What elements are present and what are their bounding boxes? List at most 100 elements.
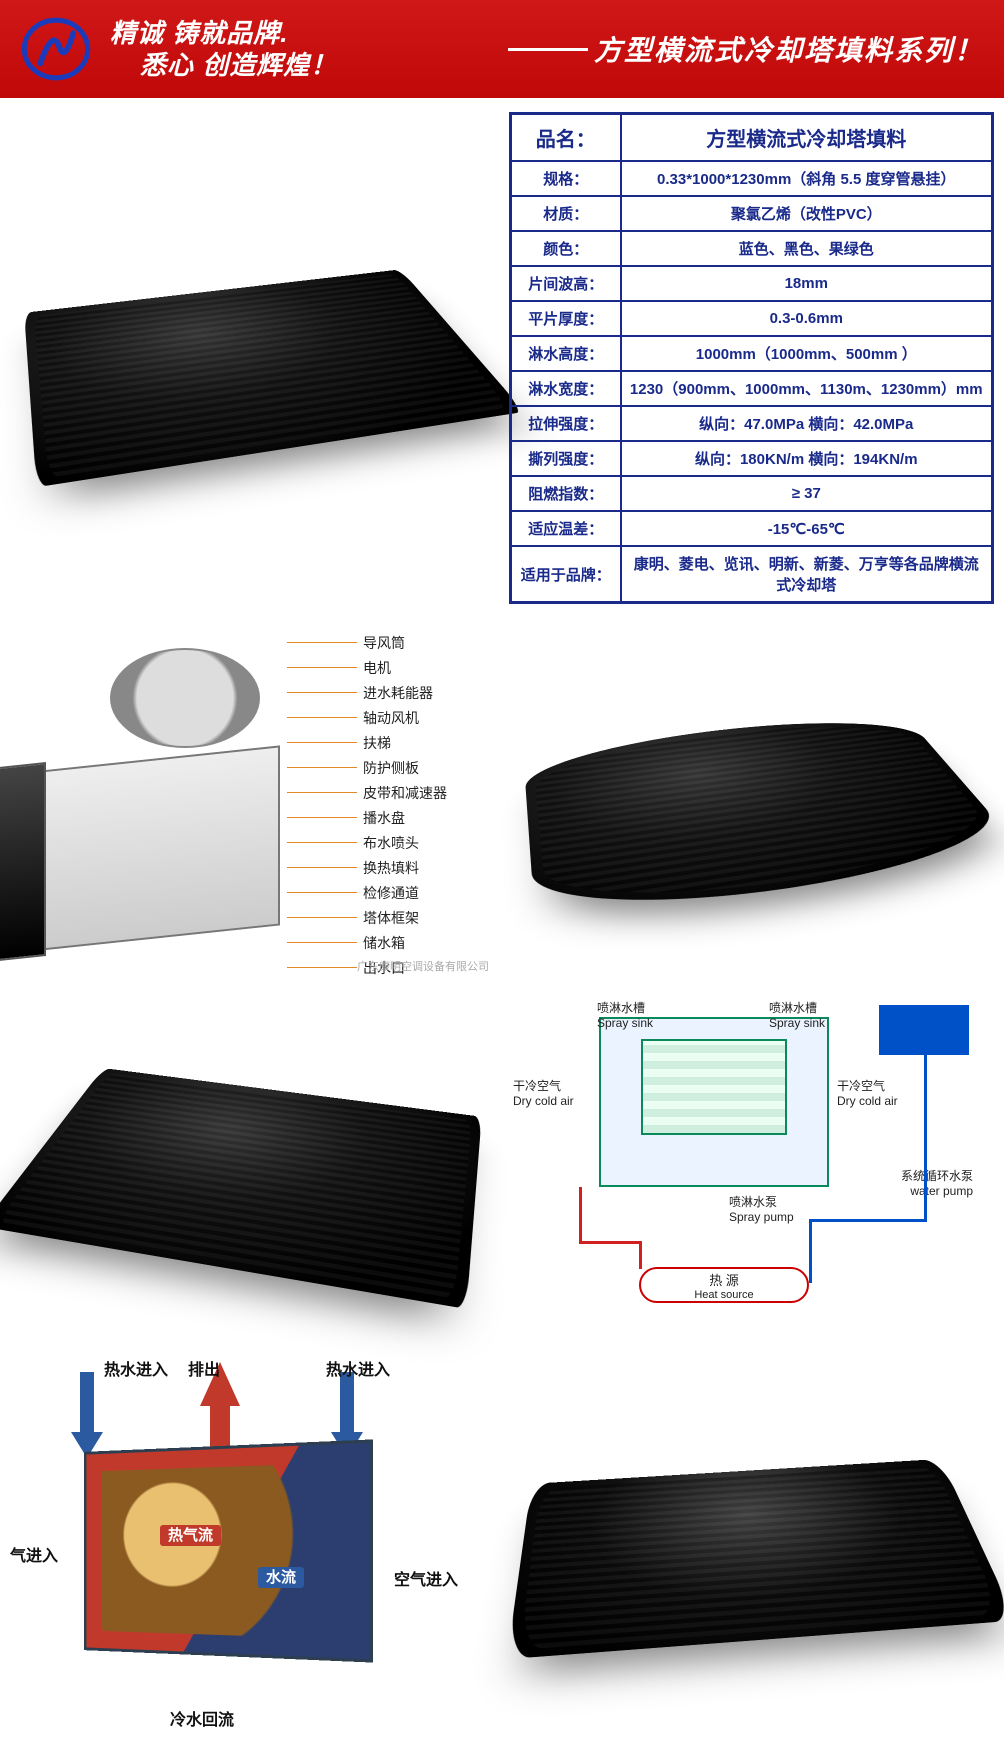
product-photo-2 <box>509 618 994 978</box>
callout-item: 皮带和减速器 <box>287 780 487 805</box>
spec-key: 材质： <box>511 196 621 231</box>
spec-value: 纵向：47.0MPa 横向：42.0MPa <box>621 406 993 441</box>
label-hot-in-l: 热水进入 <box>104 1356 168 1380</box>
spec-key: 阻燃指数： <box>511 476 621 511</box>
spec-value: 1230（900mm、1000mm、1130m、1230mm）mm <box>621 371 993 406</box>
spec-row: 淋水宽度：1230（900mm、1000mm、1130m、1230mm）mm <box>511 371 993 406</box>
spec-value: 0.3-0.6mm <box>621 301 993 336</box>
spec-key: 规格： <box>511 161 621 196</box>
label-spray-pump: 喷淋水泵Spray pump <box>729 1193 794 1224</box>
spec-key: 片间波高： <box>511 266 621 301</box>
fan-housing <box>110 648 260 748</box>
spec-row: 撕列强度：纵向：180KN/m 横向：194KN/m <box>511 441 993 476</box>
callout-item: 轴动风机 <box>287 705 487 730</box>
tower-cutaway-body <box>84 1439 373 1662</box>
spec-key: 平片厚度： <box>511 301 621 336</box>
pipe-cold-down <box>809 1219 812 1283</box>
callout-item: 防护侧板 <box>287 755 487 780</box>
product-photo-1 <box>10 112 495 604</box>
callout-item: 塔体框架 <box>287 905 487 930</box>
slogan-block: 精诚 铸就品牌. 悉心 创造辉煌！ <box>110 17 337 82</box>
series-title: 方型横流式冷却塔填料系列！ <box>508 29 984 69</box>
callout-item: 储水箱 <box>287 930 487 955</box>
callout-item: 换热填料 <box>287 855 487 880</box>
fill-block-render-curved <box>523 709 1004 927</box>
callout-item: 导风筒 <box>287 630 487 655</box>
spec-row: 颜色：蓝色、黑色、果绿色 <box>511 231 993 266</box>
spec-value: 蓝色、黑色、果绿色 <box>621 231 993 266</box>
water-tank <box>879 1005 969 1055</box>
cutaway-diagram: 热水进入 排出 热水进入 气进入 空气进入 热气流 水流 冷水回流 <box>10 1356 495 1736</box>
fill-block-render-closeup <box>506 1459 1004 1659</box>
spec-row: 平片厚度：0.3-0.6mm <box>511 301 993 336</box>
pipe-hot-3 <box>639 1241 642 1269</box>
spec-value: 1000mm（1000mm、500mm ） <box>621 336 993 371</box>
spec-row: 阻燃指数：≥ 37 <box>511 476 993 511</box>
heat-source-label-en: Heat source <box>694 1289 753 1301</box>
label-dry-air-l: 干冷空气Dry cold air <box>513 1077 574 1108</box>
callout-item: 电机 <box>287 655 487 680</box>
spec-key: 适用于品牌： <box>511 546 621 603</box>
callout-item: 扶梯 <box>287 730 487 755</box>
fill-block-render-3 <box>0 1068 481 1309</box>
label-exhaust: 排出 <box>188 1356 220 1380</box>
flow-schematic: 喷淋水槽Spray sink 喷淋水槽Spray sink 干冷空气Dry co… <box>509 992 994 1342</box>
spec-key: 品名： <box>511 114 621 162</box>
spec-row: 品名：方型横流式冷却塔填料 <box>511 114 993 162</box>
spec-value: 聚氯乙烯（改性PVC） <box>621 196 993 231</box>
label-air-in-l: 气进入 <box>10 1542 58 1566</box>
product-photo-4 <box>509 1356 994 1736</box>
spec-value: 康明、菱电、览讯、明新、新菱、万亨等各品牌横流式冷却塔 <box>621 546 993 603</box>
spec-value: 纵向：180KN/m 横向：194KN/m <box>621 441 993 476</box>
spec-table-cell: 品名：方型横流式冷却塔填料规格：0.33*1000*1230mm（斜角 5.5 … <box>509 112 994 604</box>
spec-key: 颜色： <box>511 231 621 266</box>
callout-item: 检修通道 <box>287 880 487 905</box>
label-cold-return: 冷水回流 <box>170 1706 234 1730</box>
label-spray-sink-l: 喷淋水槽Spray sink <box>597 999 653 1030</box>
label-spray-sink-r: 喷淋水槽Spray sink <box>769 999 825 1030</box>
slogan-line1: 精诚 铸就品牌. <box>110 17 337 50</box>
spec-row: 拉伸强度：纵向：47.0MPa 横向：42.0MPa <box>511 406 993 441</box>
spec-table: 品名：方型横流式冷却塔填料规格：0.33*1000*1230mm（斜角 5.5 … <box>509 112 994 604</box>
spec-value: 方型横流式冷却塔填料 <box>621 114 993 162</box>
spec-key: 拉伸强度： <box>511 406 621 441</box>
hot-in-arrow-l-icon <box>80 1372 94 1432</box>
callout-list: 导风筒电机进水耗能器轴动风机扶梯防护侧板皮带和减速器播水盘布水喷头换热填料检修通… <box>287 630 487 980</box>
content-grid: 品名：方型横流式冷却塔填料规格：0.33*1000*1230mm（斜角 5.5 … <box>0 98 1004 1756</box>
label-hot-air: 热气流 <box>160 1524 221 1545</box>
label-water-pump: 系统循环水泵water pump <box>901 1167 973 1198</box>
slogan-line2: 悉心 创造辉煌！ <box>110 49 337 82</box>
spec-row: 淋水高度：1000mm（1000mm、500mm ） <box>511 336 993 371</box>
header-banner: 精诚 铸就品牌. 悉心 创造辉煌！ 方型横流式冷却塔填料系列！ <box>0 0 1004 98</box>
product-photo-3 <box>10 992 495 1342</box>
spec-value: 0.33*1000*1230mm（斜角 5.5 度穿管悬挂） <box>621 161 993 196</box>
spec-row: 适应温差：-15℃-65℃ <box>511 511 993 546</box>
company-watermark: 广东康明空调设备有限公司 <box>357 958 489 974</box>
callout-item: 播水盘 <box>287 805 487 830</box>
spec-value: 18mm <box>621 266 993 301</box>
pipe-cold-vert <box>924 1055 927 1221</box>
tower-body <box>40 745 280 950</box>
spec-key: 淋水宽度： <box>511 371 621 406</box>
brand-logo <box>20 13 92 85</box>
spec-row: 规格：0.33*1000*1230mm（斜角 5.5 度穿管悬挂） <box>511 161 993 196</box>
pipe-cold-horiz <box>809 1219 927 1222</box>
heat-source: 热 源 Heat source <box>639 1267 809 1303</box>
label-water-flow: 水流 <box>258 1566 304 1587</box>
callout-item: 进水耗能器 <box>287 680 487 705</box>
cooling-tower-box <box>599 1017 829 1187</box>
exploded-diagram: 导风筒电机进水耗能器轴动风机扶梯防护侧板皮带和减速器播水盘布水喷头换热填料检修通… <box>10 618 495 978</box>
spec-value: -15℃-65℃ <box>621 511 993 546</box>
pipe-hot-1 <box>579 1241 639 1244</box>
label-hot-in-r: 热水进入 <box>326 1356 390 1380</box>
series-title-text: 方型横流式冷却塔填料系列！ <box>594 29 984 69</box>
spec-row: 材质：聚氯乙烯（改性PVC） <box>511 196 993 231</box>
callout-item: 布水喷头 <box>287 830 487 855</box>
spec-key: 适应温差： <box>511 511 621 546</box>
fill-block-render <box>24 269 524 487</box>
pipe-hot-2 <box>579 1187 582 1243</box>
heat-source-label-cn: 热 源 <box>694 1270 753 1289</box>
spec-row: 片间波高：18mm <box>511 266 993 301</box>
dash-icon <box>508 48 588 51</box>
label-air-in-r: 空气进入 <box>394 1566 458 1590</box>
